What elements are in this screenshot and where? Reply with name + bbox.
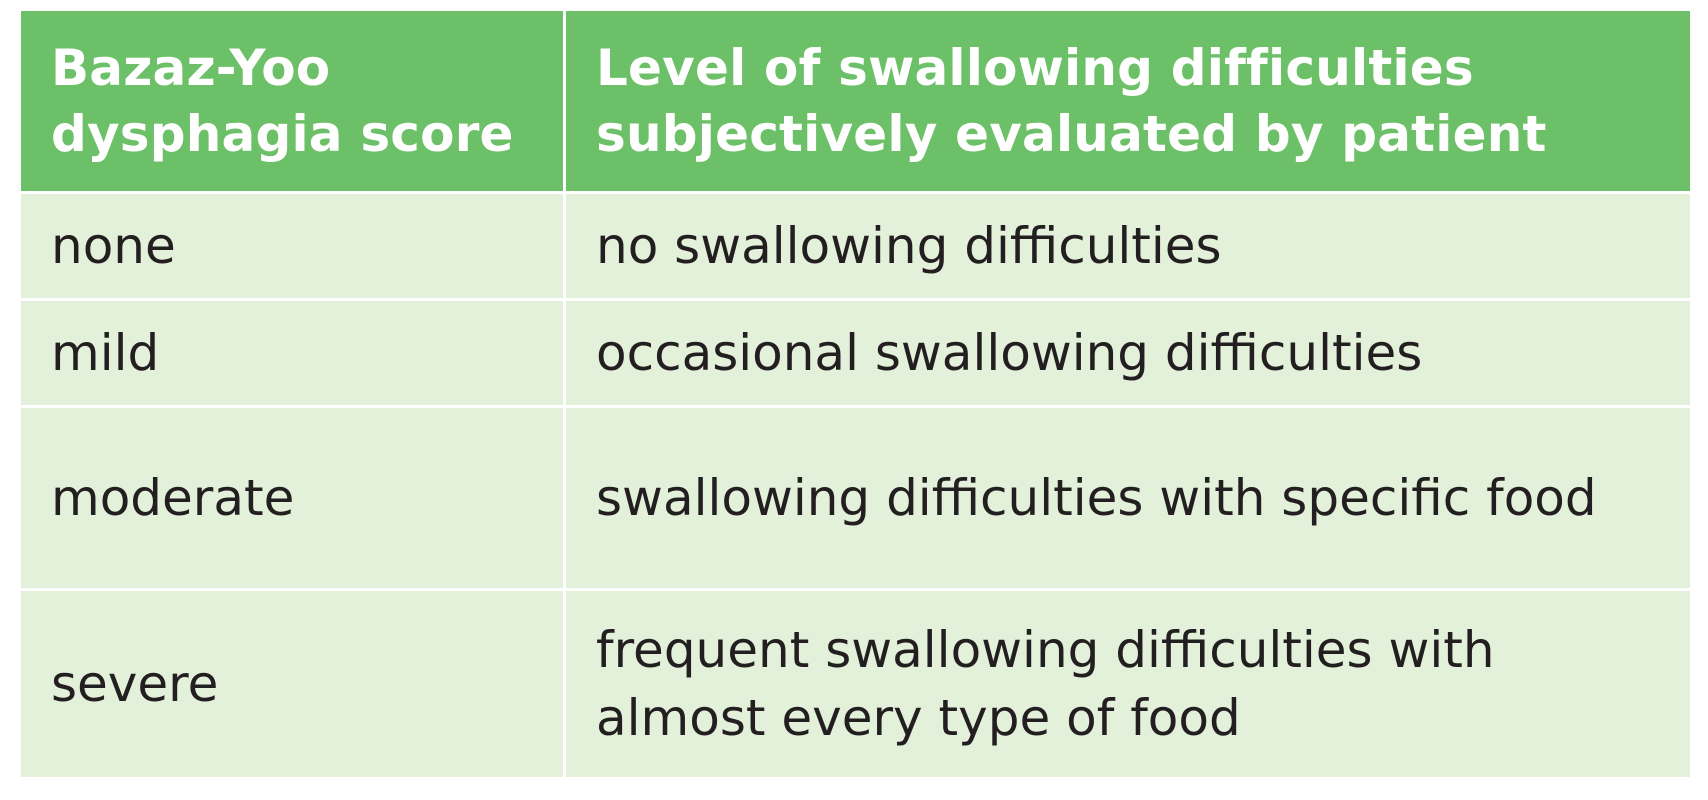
header-description: Level of swallowing difficulties subject… <box>563 8 1693 194</box>
description-cell: no swallowing difficulties <box>563 191 1693 301</box>
header-row: Bazaz-Yoo dysphagia score Level of swall… <box>18 8 1693 194</box>
score-cell: none <box>18 191 566 301</box>
dysphagia-score-table-container: Bazaz-Yoo dysphagia score Level of swall… <box>18 8 1693 780</box>
description-cell: occasional swallowing difficulties <box>563 298 1693 408</box>
table-row: severe frequent swallowing difficulties … <box>18 588 1693 780</box>
description-cell: frequent swallowing difficulties with al… <box>563 588 1693 780</box>
description-cell: swallowing difficulties with specific fo… <box>563 405 1693 591</box>
score-cell: moderate <box>18 405 566 591</box>
score-cell: mild <box>18 298 566 408</box>
table-row: moderate swallowing difficulties with sp… <box>18 405 1693 591</box>
header-score: Bazaz-Yoo dysphagia score <box>18 8 566 194</box>
table-row: none no swallowing difficulties <box>18 191 1693 301</box>
table-header: Bazaz-Yoo dysphagia score Level of swall… <box>18 8 1693 194</box>
table-row: mild occasional swallowing difficulties <box>18 298 1693 408</box>
table-body: none no swallowing difficulties mild occ… <box>18 191 1693 780</box>
score-cell: severe <box>18 588 566 780</box>
dysphagia-score-table: Bazaz-Yoo dysphagia score Level of swall… <box>18 8 1693 780</box>
